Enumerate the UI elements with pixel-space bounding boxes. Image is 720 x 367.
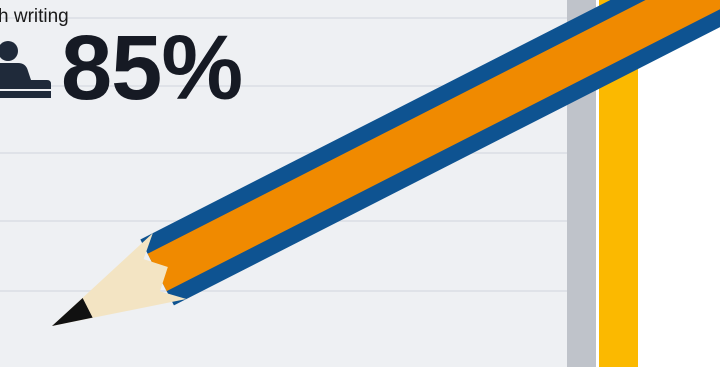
ruled-line xyxy=(0,290,567,292)
stat-caption: g h writing xyxy=(0,0,298,27)
ruled-line xyxy=(0,85,567,87)
caption-line-2: h writing xyxy=(0,6,69,27)
stat-percentage: 85% xyxy=(61,17,243,119)
pencil-stripe xyxy=(147,0,720,292)
pencil-lead-tip xyxy=(52,298,93,326)
ruled-line xyxy=(0,152,567,154)
person-at-desk-icon xyxy=(0,41,51,98)
notebook-margin-gap xyxy=(596,0,599,367)
ruled-line xyxy=(0,17,567,19)
pencil-wood-tip xyxy=(52,233,187,326)
